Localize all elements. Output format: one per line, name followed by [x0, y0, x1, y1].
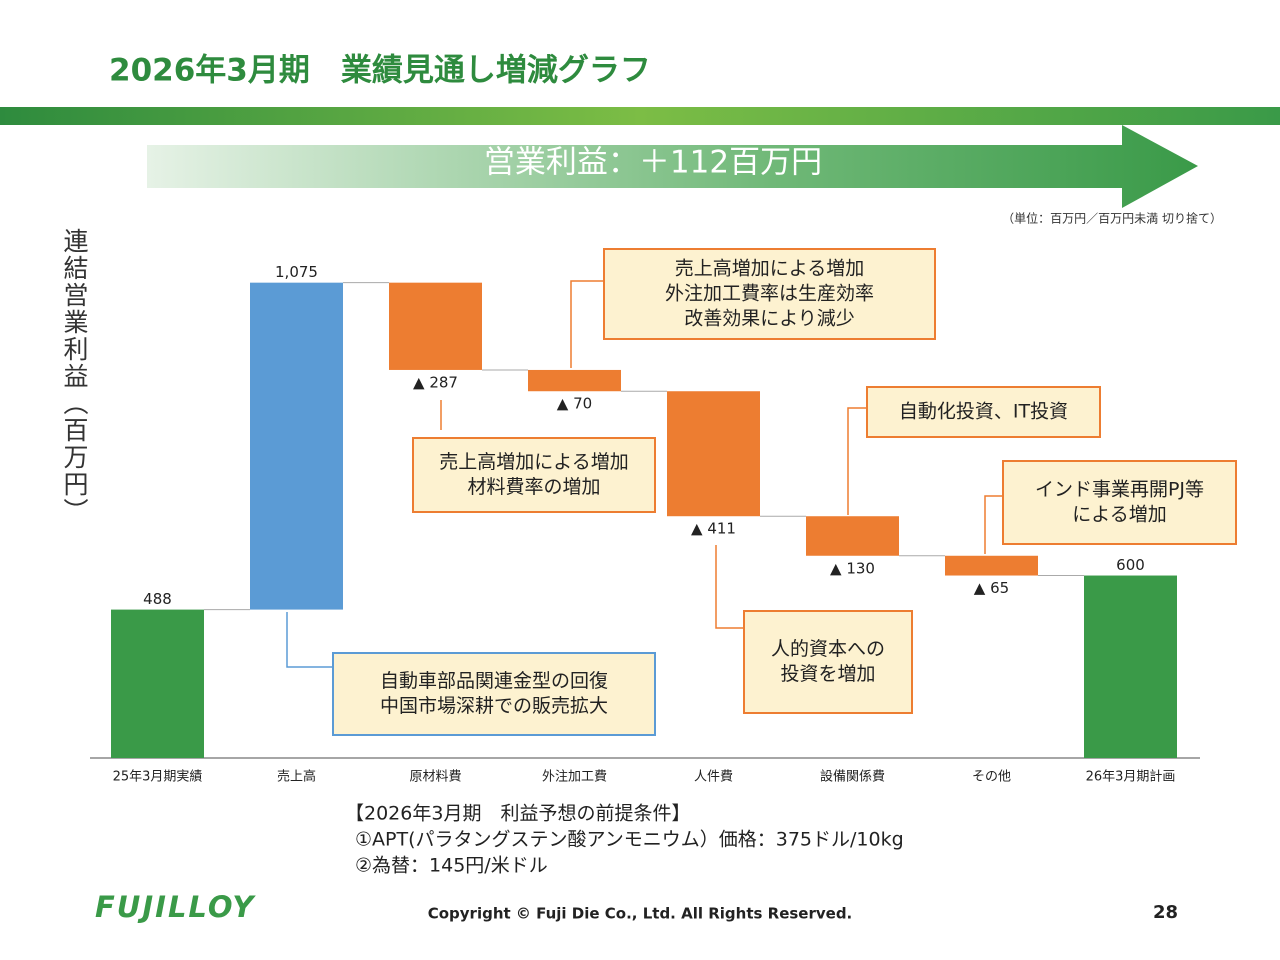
callout-box: [1002, 460, 1237, 545]
callout-text: による増加: [1072, 504, 1166, 526]
callout-text: 改善効果により減少: [684, 308, 855, 330]
y-axis-label: 連結営業利益（百万円）: [60, 228, 89, 525]
banner-arrow: [147, 125, 1198, 208]
bar: [667, 391, 760, 517]
value-label: 600: [1116, 556, 1145, 574]
bar: [945, 555, 1038, 576]
leader-line: [286, 612, 333, 668]
x-tick-label: 原材料費: [409, 770, 461, 785]
x-tick-label: 25年3月期実績: [113, 769, 203, 785]
unit-note: （単位：百万円／百万円未満 切り捨て）: [1002, 211, 1222, 226]
bar: [806, 516, 899, 556]
x-tick-label: 人件費: [694, 770, 733, 785]
value-label: ▲ 70: [557, 395, 592, 413]
callout-box: [603, 248, 936, 340]
callout-box: [866, 386, 1101, 438]
banner-text: 営業利益：＋112百万円: [484, 145, 822, 181]
x-tick-label: 売上高: [277, 769, 316, 785]
callout-box: [332, 652, 656, 736]
value-label: ▲ 130: [830, 559, 875, 577]
condition: ①APT(パラタングステン酸アンモニウム）価格：375ドル/10kg: [355, 829, 904, 851]
callout-text: 中国市場深耕での販売拡大: [380, 695, 608, 717]
leader-line: [984, 495, 1003, 554]
title: 2026年3月期 業績見通し増減グラフ: [109, 53, 651, 89]
callout-text: インド事業再開PJ等: [1035, 479, 1204, 501]
callout-text: 売上高増加による増加: [439, 451, 628, 473]
bar: [111, 609, 204, 758]
leader-line: [847, 407, 867, 515]
callout-text: 自動化投資、IT投資: [899, 401, 1068, 423]
value-label: ▲ 287: [413, 373, 458, 391]
bar: [250, 282, 343, 610]
copyright: Copyright © Fuji Die Co., Ltd. All Right…: [428, 905, 853, 923]
bar: [528, 369, 621, 392]
callout-text: 材料費率の増加: [467, 476, 600, 498]
callout-text: 売上高増加による増加: [675, 258, 864, 280]
logo: FUJILLOY: [95, 890, 256, 924]
bar: [1084, 575, 1177, 758]
x-tick-label: 26年3月期計画: [1086, 769, 1176, 785]
x-tick-label: その他: [972, 770, 1011, 785]
callout-text: 自動車部品関連金型の回復: [380, 670, 608, 692]
condition: ②為替：145円/米ドル: [355, 855, 548, 877]
callout-text: 人的資本への: [771, 638, 885, 660]
value-label: ▲ 411: [691, 520, 736, 538]
page-number: 28: [1153, 902, 1178, 923]
value-label: 488: [143, 590, 172, 608]
condition: 【2026年3月期 利益予想の前提条件】: [345, 803, 690, 825]
callout-text: 投資を増加: [780, 663, 875, 685]
leader-line: [570, 280, 604, 368]
leader-line: [715, 545, 744, 629]
callout-box: [412, 437, 656, 513]
callout-text: 外注加工費率は生産効率: [665, 283, 874, 305]
x-tick-label: 外注加工費: [542, 770, 607, 785]
value-label: ▲ 65: [974, 579, 1009, 597]
header-bar: [0, 107, 1280, 125]
value-label: 1,075: [275, 263, 318, 281]
callout-box: [743, 610, 913, 714]
bar: [389, 282, 482, 370]
x-tick-label: 設備関係費: [820, 769, 885, 785]
